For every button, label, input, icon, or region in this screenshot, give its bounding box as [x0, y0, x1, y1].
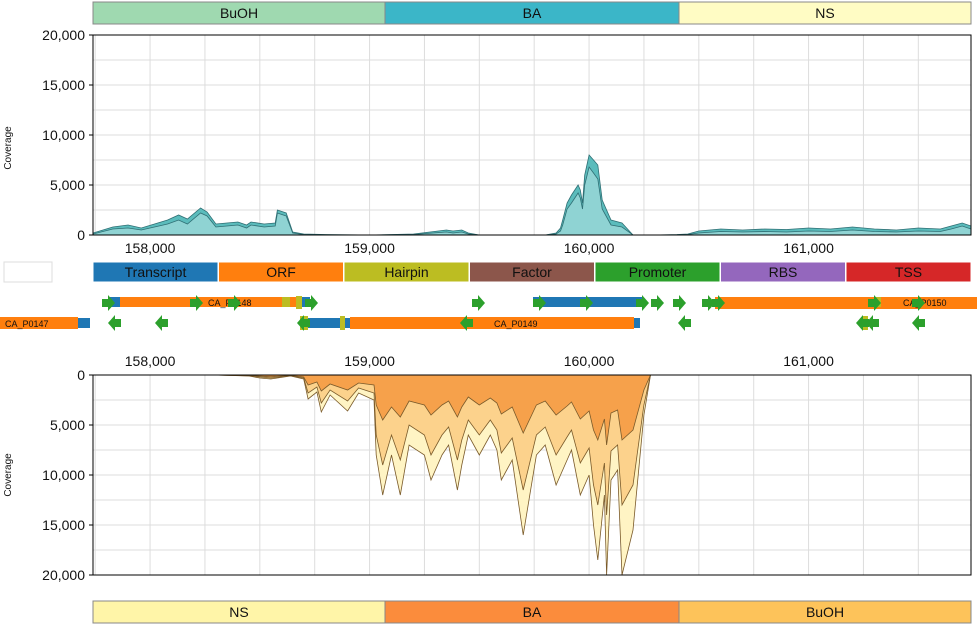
bottom-condition-bar: NS BA BuOH: [92, 600, 972, 624]
legend-label-transcript: Transcript: [125, 264, 187, 280]
top-xtick-label: 161,000: [783, 240, 834, 256]
bottom-ytick-label: 10,000: [42, 467, 85, 483]
promoter-arrow-left-icon[interactable]: [912, 315, 925, 331]
legend-label-factor: Factor: [512, 264, 552, 280]
promoter-arrow-left-icon[interactable]: [108, 315, 121, 331]
bottom-ytick-label: 15,000: [42, 517, 85, 533]
top-coverage-areas: [92, 154, 972, 236]
top-grid: [93, 34, 971, 236]
bottom-condition-buoh[interactable]: [678, 600, 972, 624]
top-ytick-label: 15,000: [42, 77, 85, 93]
promoter-arrow-right-icon[interactable]: [102, 295, 115, 311]
promoter-arrow-left-icon[interactable]: [460, 315, 473, 331]
bottom-xtick-label: 159,000: [344, 353, 395, 369]
top-xtick-label: 159,000: [344, 240, 395, 256]
top-condition-ns-label: NS: [815, 5, 834, 21]
top-condition-bar: BuOH BA NS: [92, 1, 972, 25]
promoter-arrow-right-icon[interactable]: [702, 295, 715, 311]
top-series-area[interactable]: [92, 166, 972, 236]
top-condition-ba-label: BA: [523, 5, 542, 21]
legend-label-orf: ORF: [266, 264, 296, 280]
promoter-arrow-right-icon[interactable]: [228, 295, 241, 311]
top-x-ticks: 158,000 159,000 160,000 161,000: [125, 240, 834, 256]
top-coverage-chart: 0 5,000 10,000 15,000 20,000 Coverage 158,00…: [3, 27, 972, 256]
top-y-ticks: 0 5,000 10,000 15,000 20,000: [42, 27, 93, 243]
orf-bar[interactable]: [0, 317, 78, 329]
bottom-xtick-label: 160,000: [564, 353, 615, 369]
bottom-xtick-label: 158,000: [125, 353, 176, 369]
promoter-arrow-right-icon[interactable]: [651, 295, 664, 311]
promoter-arrow-right-icon[interactable]: [868, 295, 881, 311]
feature-legend: Transcript ORF Hairpin Factor Promoter RBS TSS: [3, 261, 972, 283]
gene-arrows: [102, 295, 925, 331]
gene-label-ca-p0147[interactable]: CA_P0147: [5, 319, 49, 329]
bottom-y-axis-title: Coverage: [3, 453, 14, 497]
gene-label-ca-p0149[interactable]: CA_P0149: [494, 319, 538, 329]
hairpin-bar[interactable]: [296, 296, 302, 309]
promoter-arrow-left-icon[interactable]: [155, 315, 168, 331]
legend-label-promoter: Promoter: [629, 264, 687, 280]
top-condition-ns[interactable]: [678, 1, 972, 25]
top-xtick-label: 160,000: [564, 240, 615, 256]
bottom-xtick-label: 161,000: [783, 353, 834, 369]
bottom-ytick-label: 0: [77, 367, 85, 383]
gene-track: CA_P0147 CA_P0148 CA_P0149 CA_P0150: [0, 295, 977, 331]
legend-items: Transcript ORF Hairpin Factor Promoter RBS TSS: [92, 261, 972, 283]
top-ytick-label: 10,000: [42, 127, 85, 143]
bottom-condition-buoh-label: BuOH: [806, 604, 844, 620]
legend-swatch-tss[interactable]: [845, 261, 972, 283]
bottom-x-ticks: 158,000 159,000 160,000 161,000: [125, 353, 834, 369]
top-ytick-label: 5,000: [50, 177, 85, 193]
bottom-series-area[interactable]: [213, 374, 651, 516]
bottom-series-area[interactable]: [213, 374, 651, 446]
promoter-arrow-left-icon[interactable]: [856, 315, 869, 331]
top-series-area[interactable]: [92, 154, 972, 236]
bottom-y-ticks: 0 5,000 10,000 15,000 20,000: [42, 367, 93, 583]
bottom-ytick-label: 5,000: [50, 417, 85, 433]
hairpin-bar[interactable]: [282, 297, 290, 307]
orf-bar[interactable]: [715, 297, 977, 309]
top-condition-buoh-label: BuOH: [220, 5, 258, 21]
promoter-arrow-left-icon[interactable]: [297, 315, 310, 331]
hairpin-bar[interactable]: [340, 316, 345, 330]
bottom-ytick-label: 20,000: [42, 567, 85, 583]
top-ytick-label: 0: [77, 227, 85, 243]
promoter-arrow-right-icon[interactable]: [580, 295, 593, 311]
promoter-arrow-right-icon[interactable]: [636, 295, 649, 311]
bottom-coverage-areas: [213, 374, 651, 576]
legend-label-hairpin: Hairpin: [384, 264, 428, 280]
orf-bar[interactable]: [350, 317, 634, 329]
promoter-arrow-right-icon[interactable]: [472, 295, 485, 311]
top-y-axis-title: Coverage: [3, 126, 14, 170]
promoter-arrow-right-icon[interactable]: [305, 295, 318, 311]
orf-bar[interactable]: [120, 297, 298, 307]
bottom-condition-ns-label: NS: [229, 604, 248, 620]
top-xtick-label: 158,000: [125, 240, 176, 256]
promoter-arrow-right-icon[interactable]: [712, 295, 725, 311]
top-ytick-label: 20,000: [42, 27, 85, 43]
promoter-arrow-left-icon[interactable]: [678, 315, 691, 331]
legend-label-tss: TSS: [895, 264, 922, 280]
promoter-arrow-right-icon[interactable]: [673, 295, 686, 311]
promoter-arrow-right-icon[interactable]: [533, 295, 546, 311]
legend-blank-swatch: [3, 261, 53, 283]
promoter-arrow-left-icon[interactable]: [866, 315, 879, 331]
transcript-bar[interactable]: [78, 318, 90, 328]
legend-label-rbs: RBS: [769, 264, 798, 280]
promoter-arrow-right-icon[interactable]: [912, 295, 925, 311]
bottom-coverage-chart: 0 5,000 10,000 15,000 20,000 Coverage 158,00…: [3, 353, 972, 583]
promoter-arrow-right-icon[interactable]: [190, 295, 203, 311]
bottom-condition-ba-label: BA: [523, 604, 542, 620]
